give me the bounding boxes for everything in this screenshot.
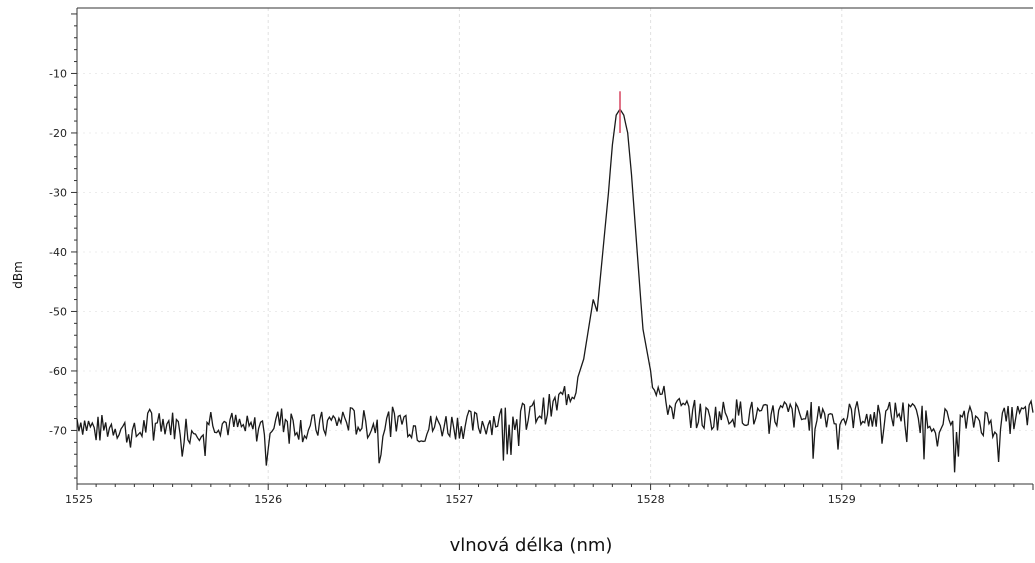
- x-tick-label: 1527: [445, 493, 473, 506]
- y-tick-label: -50: [49, 305, 67, 318]
- y-tick-label: -70: [49, 424, 67, 437]
- y-tick-label: -40: [49, 246, 67, 259]
- grid: [77, 8, 1033, 484]
- y-tick-label: -10: [49, 67, 67, 80]
- y-tick-label: -20: [49, 127, 67, 140]
- x-tick-label: 1526: [254, 493, 282, 506]
- x-axis-title: vlnová délka (nm): [450, 535, 613, 556]
- x-ticks: 1525 1526 1527 1528 1529: [65, 484, 1034, 506]
- spectrum-series-line: [76, 108, 1034, 473]
- x-tick-label: 1525: [65, 493, 93, 506]
- y-tick-label: -60: [49, 365, 67, 378]
- axes: [76, 7, 1033, 485]
- y-axis-title: dBm: [11, 261, 25, 289]
- y-ticks: -10 -20 -30 -40 -50 -60 -70: [49, 13, 77, 479]
- x-tick-label: 1528: [637, 493, 665, 506]
- x-tick-label: 1529: [828, 493, 856, 506]
- y-tick-label: -30: [49, 186, 67, 199]
